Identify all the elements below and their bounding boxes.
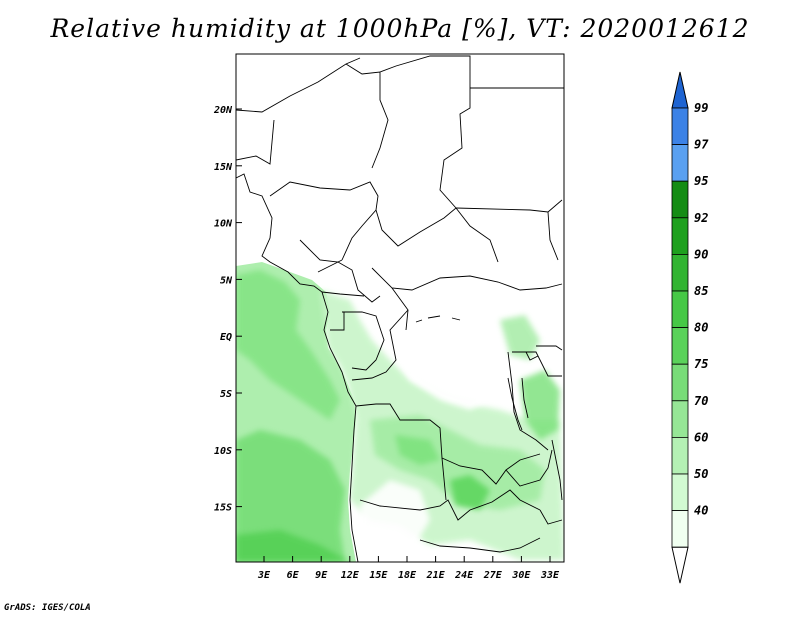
country-borders [236, 55, 564, 562]
colorbar-label: 97 [694, 138, 709, 152]
colorbar: 99 97 95 92 90 85 80 75 70 60 50 40 [671, 71, 709, 584]
colorbar-label: 99 [694, 101, 708, 115]
colorbar-segment [671, 217, 689, 255]
lat-label: 20N [213, 105, 233, 116]
lat-label: EQ [220, 332, 232, 343]
colorbar-segment [671, 510, 689, 548]
latitude-axis: 20N 15N 10N 5N EQ 5S 10S 15S [213, 105, 242, 514]
lat-label: 10S [214, 446, 232, 457]
lon-label: 21E [426, 570, 446, 581]
colorbar-label: 92 [694, 211, 708, 225]
humidity-field [236, 262, 564, 562]
lon-label: 15E [369, 570, 388, 581]
chart-title: Relative humidity at 1000hPa [%], VT: 20… [50, 14, 750, 43]
colorbar-segment [671, 253, 689, 292]
lon-label: 9E [315, 570, 328, 581]
colorbar-segment [671, 180, 689, 219]
colorbar-label: 95 [694, 174, 708, 188]
colorbar-bottom-arrow [671, 546, 689, 584]
lat-label: 10N [214, 219, 233, 230]
colorbar-label: 90 [694, 247, 708, 261]
colorbar-segment [671, 400, 689, 438]
lon-label: 3E [257, 570, 271, 581]
lon-label: 12E [341, 570, 360, 581]
colorbar-segment [671, 436, 689, 475]
colorbar-segment [671, 363, 689, 402]
colorbar-segment [671, 473, 689, 511]
colorbar-segment [671, 290, 689, 328]
lat-label: 5S [220, 389, 232, 400]
colorbar-segment [671, 327, 689, 365]
colorbar-label: 70 [694, 394, 708, 408]
map-frame [235, 53, 565, 563]
lon-label: 6E [287, 570, 300, 581]
lon-label: 30E [511, 570, 531, 581]
lat-label: 5N [220, 275, 233, 286]
lon-label: 18E [398, 570, 417, 581]
lon-label: 33E [540, 570, 560, 581]
lon-label: 27E [483, 570, 503, 581]
lat-label: 15S [214, 503, 232, 514]
longitude-axis: 3E 6E 9E 12E 15E 18E 21E 24E 27E 30E 33E [257, 556, 560, 581]
colorbar-label: 50 [694, 467, 708, 481]
colorbar-label: 60 [694, 430, 708, 444]
lon-label: 24E [454, 570, 474, 581]
colorbar-segment [671, 107, 689, 145]
colorbar-label: 80 [694, 321, 708, 335]
colorbar-label: 40 [694, 504, 708, 518]
colorbar-label: 85 [694, 284, 708, 298]
colorbar-segment [671, 144, 689, 182]
colorbar-top-arrow [671, 71, 689, 109]
colorbar-label: 75 [694, 357, 708, 371]
lat-label: 15N [214, 162, 233, 173]
credit-label: GrADS: IGES/COLA [4, 603, 91, 613]
